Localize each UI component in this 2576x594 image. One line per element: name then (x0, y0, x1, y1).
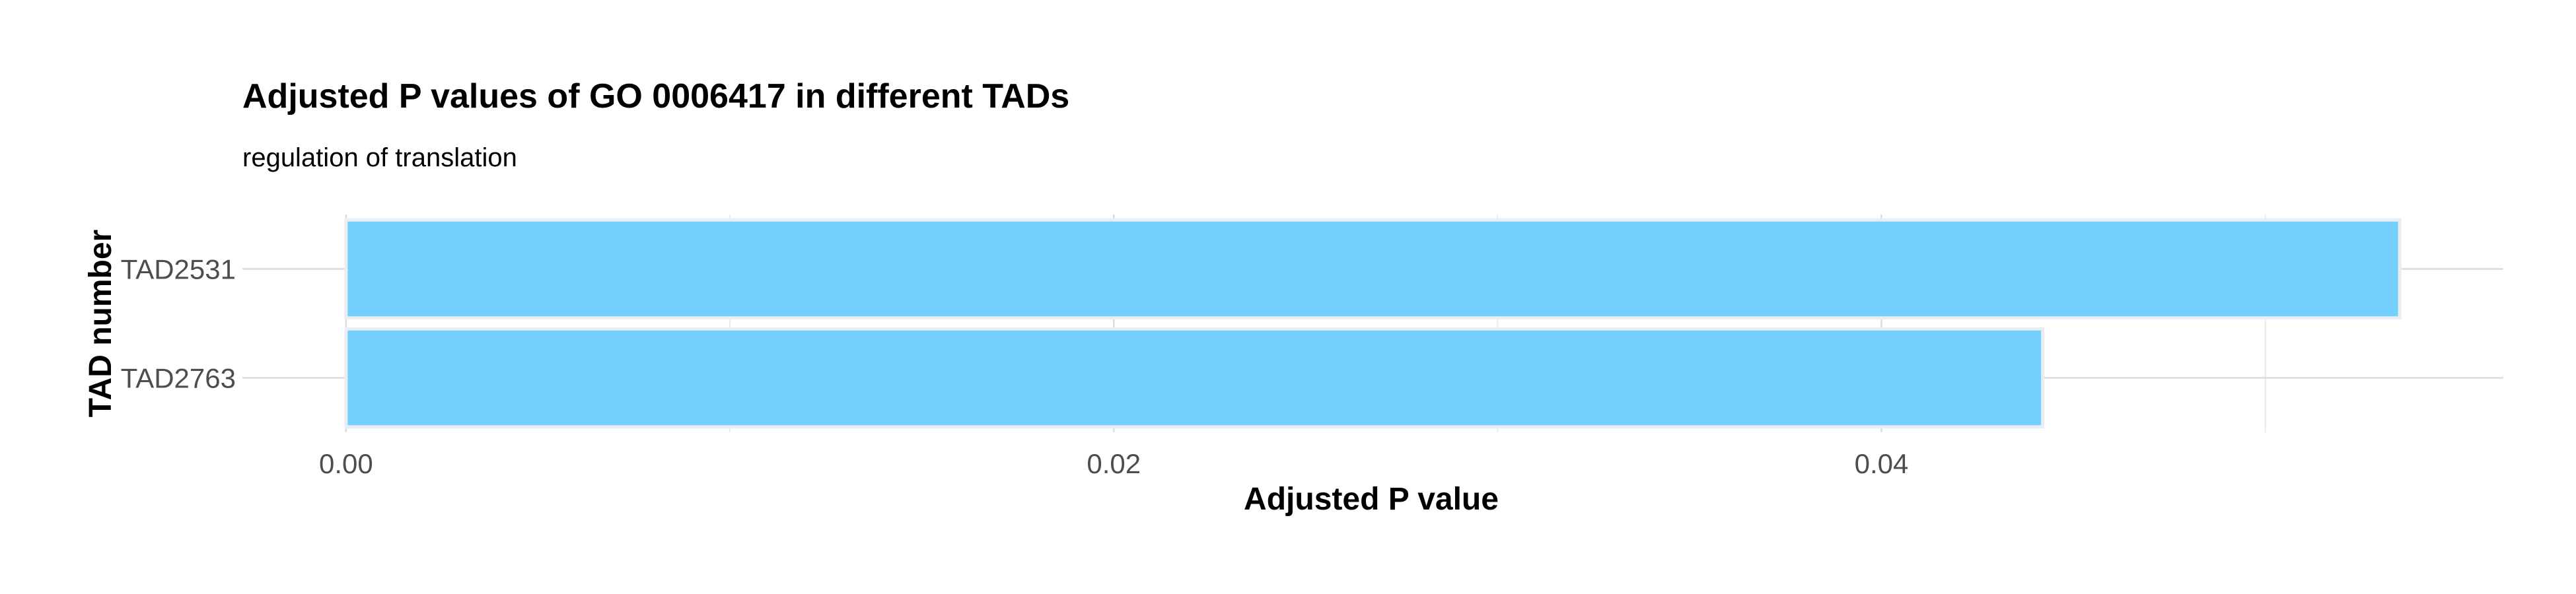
y-tick-labels: TAD2531 TAD2763 (121, 254, 236, 394)
bars (344, 218, 2402, 429)
y-tick-label: TAD2763 (121, 363, 236, 394)
y-axis-title: TAD number (83, 230, 118, 417)
y-tick-label: TAD2531 (121, 254, 236, 285)
x-axis-title: Adjusted P value (1244, 482, 1499, 517)
chart-title: Adjusted P values of GO 0006417 in diffe… (242, 77, 1069, 116)
bar (344, 218, 2402, 320)
bar (344, 327, 2045, 429)
x-tick-label: 0.02 (1087, 448, 1141, 479)
chart-subtitle: regulation of translation (242, 143, 517, 172)
x-tick-labels: 0.00 0.02 0.04 (319, 448, 1908, 479)
x-tick-label: 0.04 (1855, 448, 1909, 479)
x-tick-label: 0.00 (319, 448, 373, 479)
